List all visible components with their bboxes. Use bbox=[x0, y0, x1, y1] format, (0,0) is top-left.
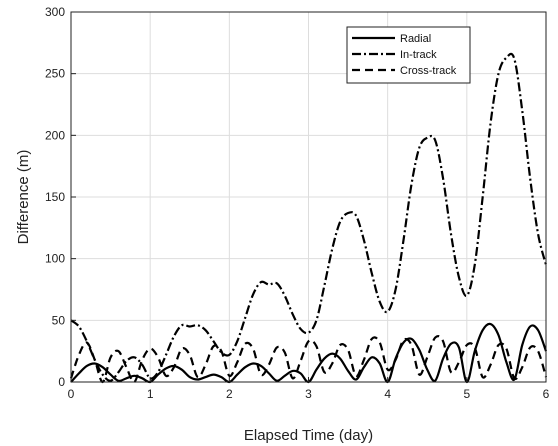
y-tick-label: 100 bbox=[45, 252, 65, 266]
x-tick-label: 5 bbox=[463, 387, 470, 401]
x-tick-label: 0 bbox=[68, 387, 75, 401]
y-tick-label: 150 bbox=[45, 190, 65, 204]
legend-label: Radial bbox=[400, 33, 431, 45]
legend: Radial In-track Cross-track bbox=[346, 26, 471, 84]
x-tick-label: 4 bbox=[384, 387, 391, 401]
axis-ticks: 0 1 2 3 4 5 6 0 50 100 150 200 250 300 bbox=[45, 5, 550, 401]
legend-label: Cross-track bbox=[400, 65, 457, 77]
series-line-cross-track bbox=[69, 334, 548, 384]
legend-label: In-track bbox=[400, 49, 437, 61]
x-tick-label: 6 bbox=[543, 387, 550, 401]
y-tick-label: 200 bbox=[45, 128, 65, 142]
x-tick-label: 2 bbox=[226, 387, 233, 401]
x-tick-label: 3 bbox=[305, 387, 312, 401]
y-tick-label: 50 bbox=[52, 313, 66, 327]
x-tick-label: 1 bbox=[147, 387, 154, 401]
y-tick-label: 250 bbox=[45, 67, 65, 81]
y-tick-label: 300 bbox=[45, 5, 65, 19]
y-tick-label: 0 bbox=[58, 375, 65, 389]
legend-box bbox=[346, 26, 471, 84]
series-line-in-track bbox=[70, 52, 548, 382]
x-axis-label: Elapsed Time (day) bbox=[244, 427, 373, 444]
y-axis-label: Difference (m) bbox=[15, 150, 32, 245]
